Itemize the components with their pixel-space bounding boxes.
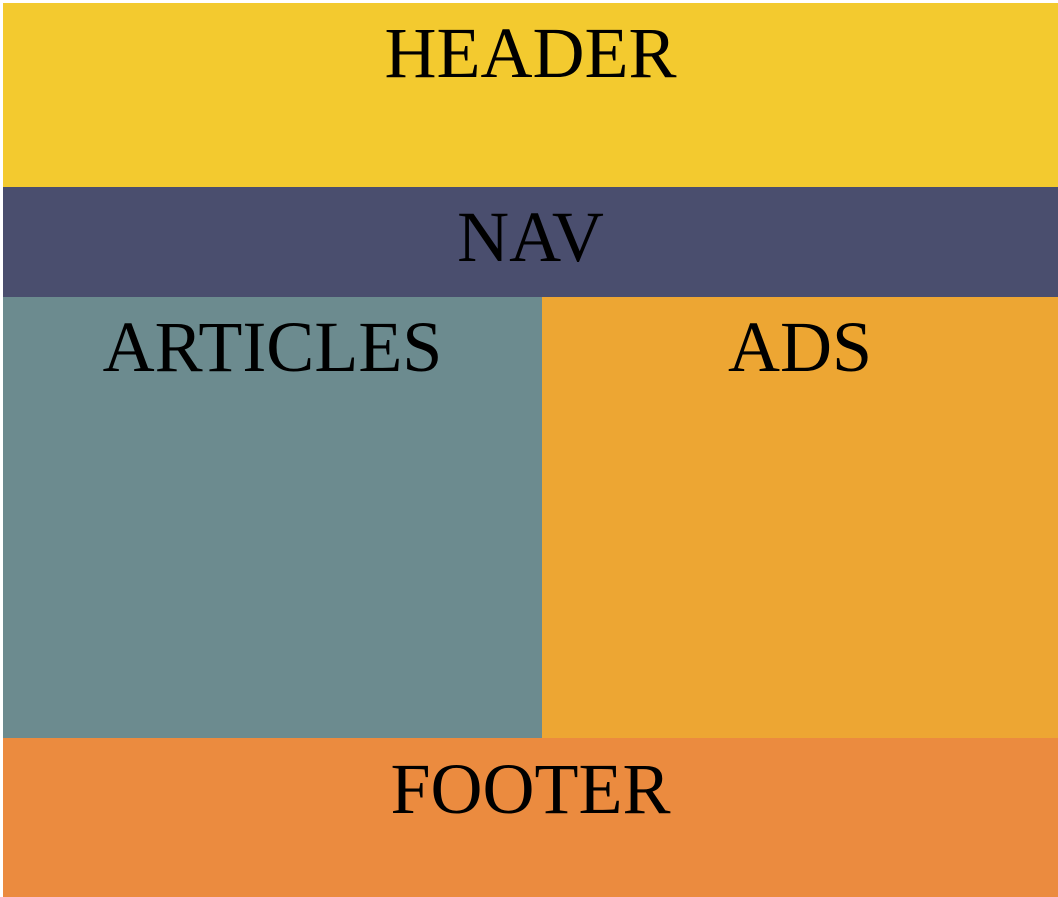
ads-region: ADS <box>542 297 1058 738</box>
footer-region: FOOTER <box>3 738 1058 897</box>
ads-label: ADS <box>727 307 873 387</box>
articles-label: ARTICLES <box>102 307 443 387</box>
nav-label: NAV <box>457 197 604 277</box>
header-region: HEADER <box>3 3 1058 187</box>
footer-label: FOOTER <box>390 749 671 829</box>
header-label: HEADER <box>384 13 677 93</box>
nav-region: NAV <box>3 187 1058 297</box>
page-layout-diagram: HEADER NAV ARTICLES ADS FOOTER <box>3 3 1058 897</box>
articles-region: ARTICLES <box>3 297 542 738</box>
